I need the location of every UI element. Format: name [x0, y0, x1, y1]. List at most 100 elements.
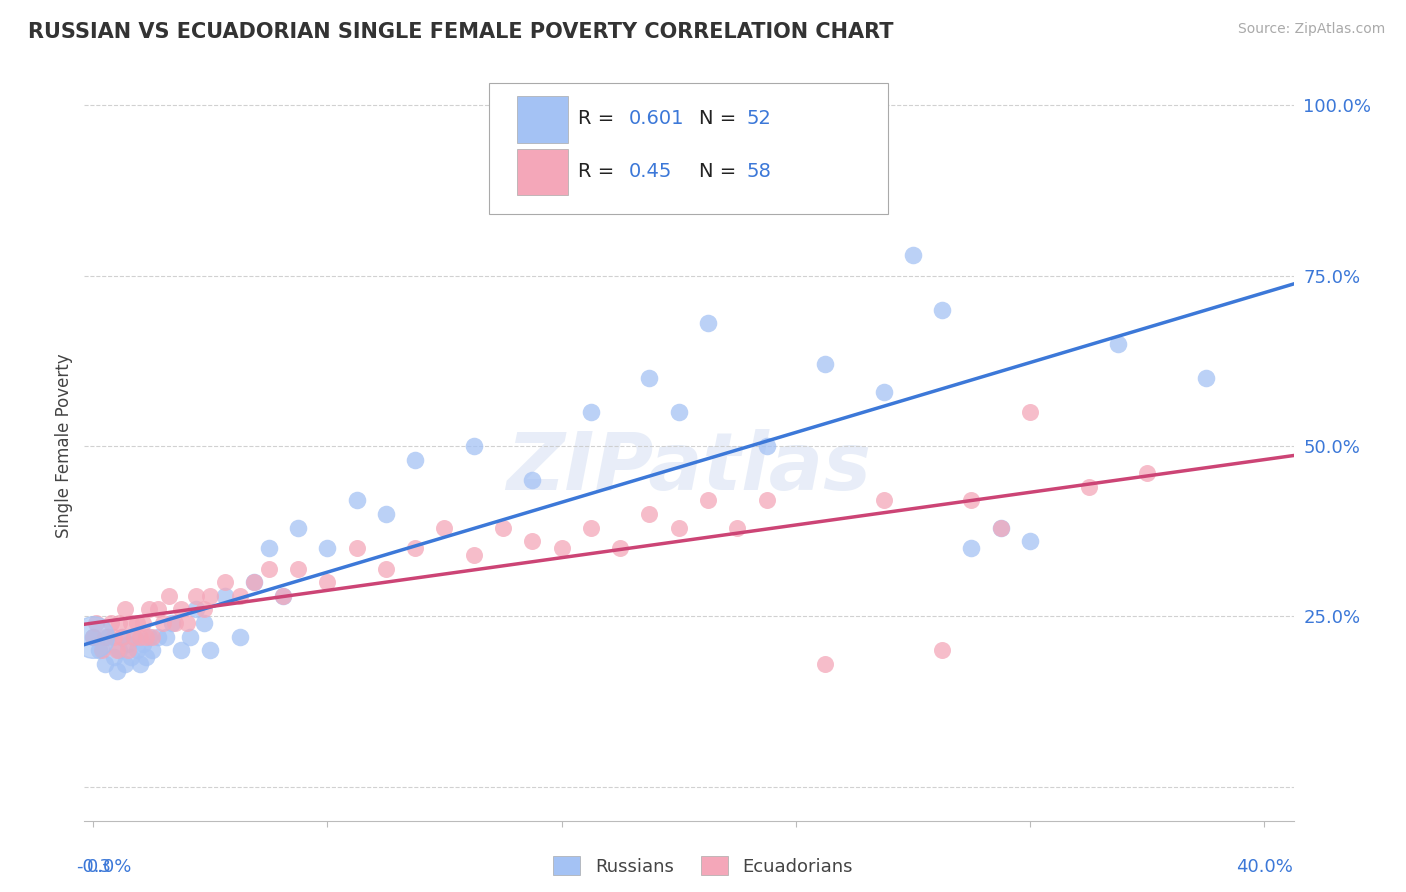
Point: [668, 405, 690, 419]
Point: [273, 589, 295, 603]
Point: [97, 630, 120, 644]
Point: [1136, 467, 1159, 481]
Point: [287, 561, 309, 575]
Point: [257, 561, 280, 575]
Point: [193, 616, 215, 631]
Text: -0.3: -0.3: [76, 858, 111, 876]
Text: ZIPatlas: ZIPatlas: [506, 429, 872, 508]
Point: [668, 521, 690, 535]
Point: [931, 302, 953, 317]
Point: [814, 357, 837, 371]
Point: [111, 630, 134, 644]
Point: [105, 643, 128, 657]
Point: [176, 616, 198, 631]
Point: [1077, 480, 1099, 494]
Point: [960, 493, 983, 508]
Point: [901, 248, 924, 262]
Point: [374, 507, 396, 521]
Point: [243, 575, 266, 590]
Point: [872, 384, 894, 399]
Point: [165, 616, 187, 631]
Point: [103, 630, 125, 644]
Point: [155, 630, 177, 644]
Point: [146, 602, 169, 616]
Point: [257, 541, 280, 556]
Point: [111, 630, 134, 644]
Text: 52: 52: [747, 109, 772, 128]
Point: [146, 630, 169, 644]
Point: [990, 521, 1012, 535]
Point: [273, 589, 295, 603]
Point: [960, 541, 983, 556]
Point: [108, 643, 131, 657]
Point: [94, 630, 117, 644]
Point: [228, 589, 250, 603]
Point: [522, 473, 544, 487]
Point: [120, 616, 142, 631]
Point: [200, 589, 222, 603]
Y-axis label: Single Female Poverty: Single Female Poverty: [55, 354, 73, 538]
Point: [214, 575, 236, 590]
Point: [141, 643, 163, 657]
Legend: Russians, Ecuadorians: Russians, Ecuadorians: [546, 849, 860, 883]
Point: [129, 657, 152, 671]
Point: [1019, 534, 1042, 549]
Point: [200, 643, 222, 657]
Point: [103, 650, 125, 665]
Point: [170, 643, 193, 657]
Point: [697, 493, 720, 508]
Text: RUSSIAN VS ECUADORIAN SINGLE FEMALE POVERTY CORRELATION CHART: RUSSIAN VS ECUADORIAN SINGLE FEMALE POVE…: [28, 22, 894, 42]
Point: [638, 507, 661, 521]
Point: [105, 664, 128, 678]
Text: R =: R =: [578, 109, 620, 128]
Point: [214, 589, 236, 603]
Point: [138, 602, 160, 616]
Point: [152, 616, 174, 631]
Point: [129, 630, 152, 644]
Point: [243, 575, 266, 590]
Point: [141, 630, 163, 644]
Point: [157, 589, 180, 603]
Point: [108, 616, 131, 631]
Point: [114, 602, 136, 616]
Text: N =: N =: [699, 161, 742, 180]
Text: 0.0%: 0.0%: [87, 858, 132, 876]
Point: [638, 371, 661, 385]
FancyBboxPatch shape: [517, 96, 568, 143]
Point: [492, 521, 515, 535]
Point: [463, 548, 485, 562]
Point: [132, 616, 155, 631]
Point: [346, 541, 368, 556]
Point: [120, 650, 142, 665]
Point: [931, 643, 953, 657]
Point: [117, 643, 139, 657]
Point: [579, 521, 602, 535]
Point: [184, 589, 207, 603]
Point: [82, 630, 104, 644]
Text: Source: ZipAtlas.com: Source: ZipAtlas.com: [1237, 22, 1385, 37]
Point: [609, 541, 631, 556]
Point: [433, 521, 456, 535]
Point: [87, 643, 110, 657]
Point: [228, 630, 250, 644]
Text: R =: R =: [578, 161, 620, 180]
Point: [316, 575, 339, 590]
Point: [114, 657, 136, 671]
Point: [184, 602, 207, 616]
Point: [135, 650, 157, 665]
Point: [193, 602, 215, 616]
Point: [404, 541, 426, 556]
Point: [117, 636, 139, 650]
Point: [82, 630, 104, 644]
Point: [725, 521, 748, 535]
Point: [374, 561, 396, 575]
Point: [135, 630, 157, 644]
Point: [122, 630, 145, 644]
Point: [122, 630, 145, 644]
Point: [125, 616, 148, 631]
Point: [522, 534, 544, 549]
Text: 0.45: 0.45: [628, 161, 672, 180]
Text: 58: 58: [747, 161, 772, 180]
Point: [170, 602, 193, 616]
Point: [697, 317, 720, 331]
